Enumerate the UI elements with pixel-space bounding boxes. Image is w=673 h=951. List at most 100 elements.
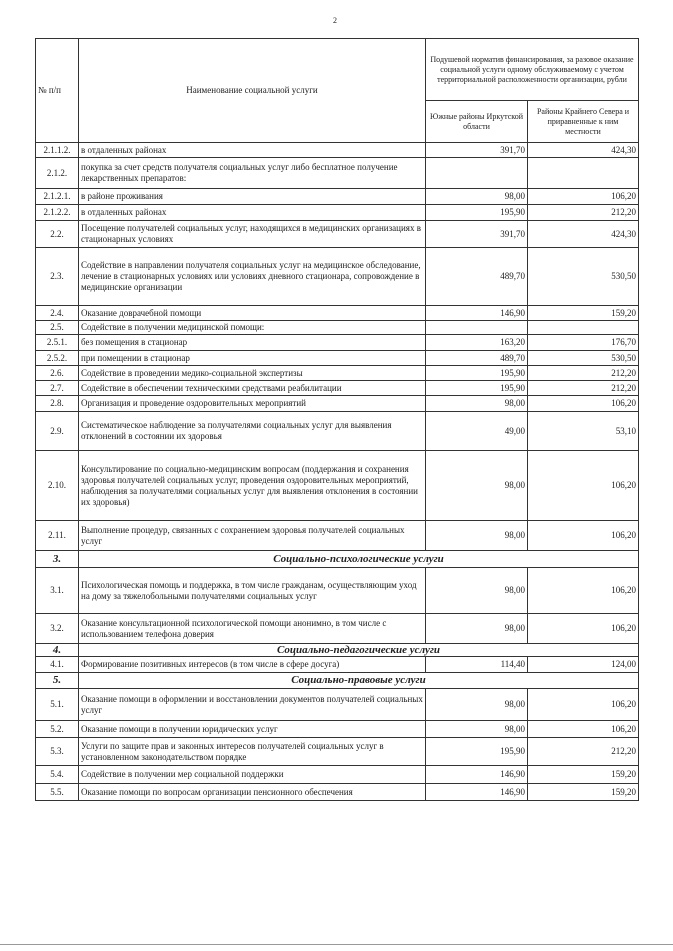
value-south: 195,90 (425, 204, 528, 221)
value-south: 98,00 (425, 450, 528, 521)
header-number: № п/п (35, 38, 79, 143)
service-name: Содействие в получении мер социальной по… (78, 765, 426, 784)
service-name: Психологическая помощь и поддержка, в то… (78, 567, 426, 614)
service-name: Организация и проведение оздоровительных… (78, 395, 426, 412)
value-south: 195,90 (425, 380, 528, 396)
value-north: 212,20 (527, 380, 639, 396)
row-number: 3.2. (35, 613, 79, 644)
value-north: 106,20 (527, 520, 639, 551)
value-north: 106,20 (527, 613, 639, 644)
section-row: 4. Социально-педагогические услуги (35, 643, 639, 657)
value-north: 106,20 (527, 688, 639, 721)
value-north: 424,30 (527, 142, 639, 158)
table-row: 2.9. Систематическое наблюдение за получа… (35, 411, 639, 451)
value-north: 159,20 (527, 305, 639, 321)
value-south: 98,00 (425, 688, 528, 721)
service-name: Содействие в получении медицинской помощ… (78, 320, 426, 335)
value-north: 212,20 (527, 737, 639, 766)
table-row: 5.2. Оказание помощи в получении юридичес… (35, 720, 639, 738)
row-number: 2.5. (35, 320, 79, 335)
row-number: 2.8. (35, 395, 79, 412)
row-number: 2.5.1. (35, 334, 79, 351)
table-row: 2.1.2.2. в отдаленных районах 195,90 212,20 (35, 204, 639, 221)
row-number: 3.1. (35, 567, 79, 614)
section-row: 5. Социально-правовые услуги (35, 672, 639, 689)
row-number: 5.1. (35, 688, 79, 721)
table-row: 5.1. Оказание помощи в оформлении и восст… (35, 688, 639, 721)
table-row: 5.4. Содействие в получении мер социально… (35, 765, 639, 784)
header-north: Районы Крайнего Севера и приравненные к … (527, 100, 639, 143)
row-number: 4.1. (35, 656, 79, 673)
value-north (527, 320, 639, 335)
table-row: 2.2. Посещение получателей социальных усл… (35, 220, 639, 248)
row-number: 2.4. (35, 305, 79, 321)
value-north: 106,20 (527, 450, 639, 521)
service-name: Содействие в проведении медико-социально… (78, 365, 426, 381)
service-name: Выполнение процедур, связанных с сохране… (78, 520, 426, 551)
header-service-name: Наименование социальной услуги (78, 38, 426, 143)
value-south: 195,90 (425, 737, 528, 766)
row-number: 2.5.2. (35, 350, 79, 366)
service-name: Услуги по защите прав и законных интерес… (78, 737, 426, 766)
value-south: 163,20 (425, 334, 528, 351)
value-south: 114,40 (425, 656, 528, 673)
value-south: 489,70 (425, 247, 528, 306)
value-north: 424,30 (527, 220, 639, 248)
table-row: 5.3. Услуги по защите прав и законных инт… (35, 737, 639, 766)
table-row: 2.6. Содействие в проведении медико-социа… (35, 365, 639, 381)
service-name: при помещении в стационар (78, 350, 426, 366)
value-north: 124,00 (527, 656, 639, 673)
value-north: 106,20 (527, 188, 639, 205)
header-norm: Подушевой норматив финансирования, за ра… (425, 38, 639, 101)
value-north: 159,20 (527, 765, 639, 784)
row-number: 2.6. (35, 365, 79, 381)
row-number: 2.10. (35, 450, 79, 521)
section-title: Социально-психологические услуги (78, 550, 639, 568)
row-number: 2.7. (35, 380, 79, 396)
value-north: 530,50 (527, 350, 639, 366)
value-north: 176,70 (527, 334, 639, 351)
row-number: 2.9. (35, 411, 79, 451)
page-edge (0, 944, 673, 945)
row-number: 2.1.1.2. (35, 142, 79, 158)
value-south: 98,00 (425, 613, 528, 644)
row-number: 5.2. (35, 720, 79, 738)
value-south: 391,70 (425, 142, 528, 158)
value-north: 106,20 (527, 720, 639, 738)
table-row: 4.1. Формирование позитивных интересов (в… (35, 656, 639, 673)
value-south: 489,70 (425, 350, 528, 366)
table-row: 3.2. Оказание консультационной психологич… (35, 613, 639, 644)
section-number: 4. (35, 643, 79, 657)
service-name: Посещение получателей социальных услуг, … (78, 220, 426, 248)
table-row: 2.3. Содействие в направлении получателя … (35, 247, 639, 306)
table-row: 2.8. Организация и проведение оздоровител… (35, 395, 639, 412)
table-row: 2.1.2.1. в районе проживания 98,00 106,20 (35, 188, 639, 205)
section-row: 3. Социально-психологические услуги (35, 550, 639, 568)
section-title: Социально-правовые услуги (78, 672, 639, 689)
table-row: 2.1.1.2. в отдаленных районах 391,70 424,30 (35, 142, 639, 158)
value-south: 98,00 (425, 567, 528, 614)
service-name: без помещения в стационар (78, 334, 426, 351)
service-name: в районе проживания (78, 188, 426, 205)
service-name: Формирование позитивных интересов (в том… (78, 656, 426, 673)
service-name: Систематическое наблюдение за получателя… (78, 411, 426, 451)
value-north: 106,20 (527, 395, 639, 412)
row-number: 5.4. (35, 765, 79, 784)
row-number: 2.1.2. (35, 157, 79, 189)
value-south: 98,00 (425, 520, 528, 551)
value-south: 391,70 (425, 220, 528, 248)
value-north: 159,20 (527, 783, 639, 801)
service-name: покупка за счет средств получателя социа… (78, 157, 426, 189)
row-number: 2.2. (35, 220, 79, 248)
value-south (425, 157, 528, 189)
section-number: 3. (35, 550, 79, 568)
row-number: 2.1.2.2. (35, 204, 79, 221)
value-north: 106,20 (527, 567, 639, 614)
service-name: в отдаленных районах (78, 204, 426, 221)
table-row: 2.10. Консультирование по социально-медиц… (35, 450, 639, 521)
table-row: 2.5.1. без помещения в стационар 163,20 176… (35, 334, 639, 351)
section-title: Социально-педагогические услуги (78, 643, 639, 657)
value-north: 53,10 (527, 411, 639, 451)
service-name: в отдаленных районах (78, 142, 426, 158)
page-number: 2 (333, 16, 337, 25)
